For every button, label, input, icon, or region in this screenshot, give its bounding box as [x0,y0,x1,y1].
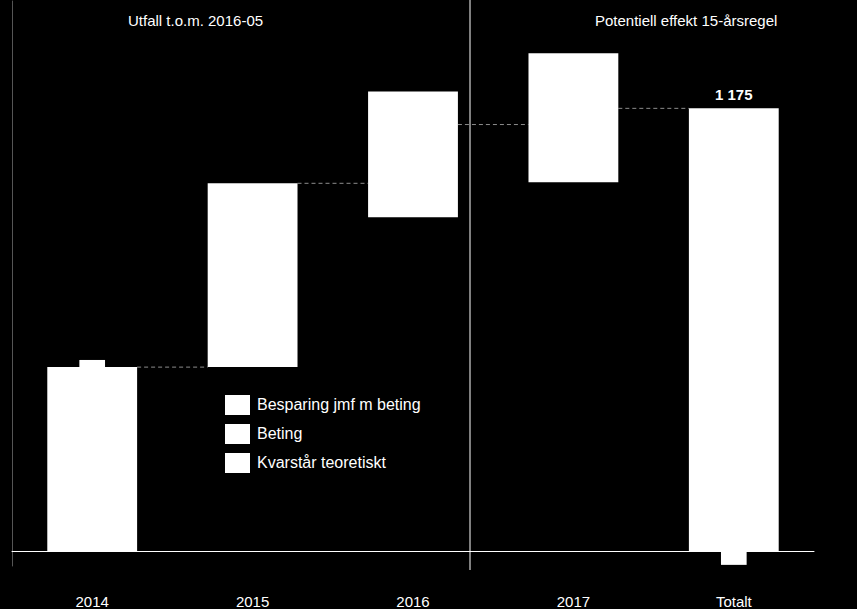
svg-text:Besparing jmf m beting: Besparing jmf m beting [257,396,421,413]
svg-text:2015: 2015 [236,593,269,609]
svg-text:Totalt: Totalt [716,593,753,609]
svg-text:1 175: 1 175 [715,86,753,103]
svg-text:2016: 2016 [396,593,429,609]
svg-text:2014: 2014 [76,593,109,609]
svg-text:2017: 2017 [557,593,590,609]
svg-text:Potentiell effekt 15-årsregel: Potentiell effekt 15-årsregel [595,12,777,29]
svg-text:Beting: Beting [257,425,302,442]
svg-text:Kvarstår teoretiskt: Kvarstår teoretiskt [257,454,386,471]
svg-text:Utfall t.o.m. 2016-05: Utfall t.o.m. 2016-05 [128,12,263,29]
